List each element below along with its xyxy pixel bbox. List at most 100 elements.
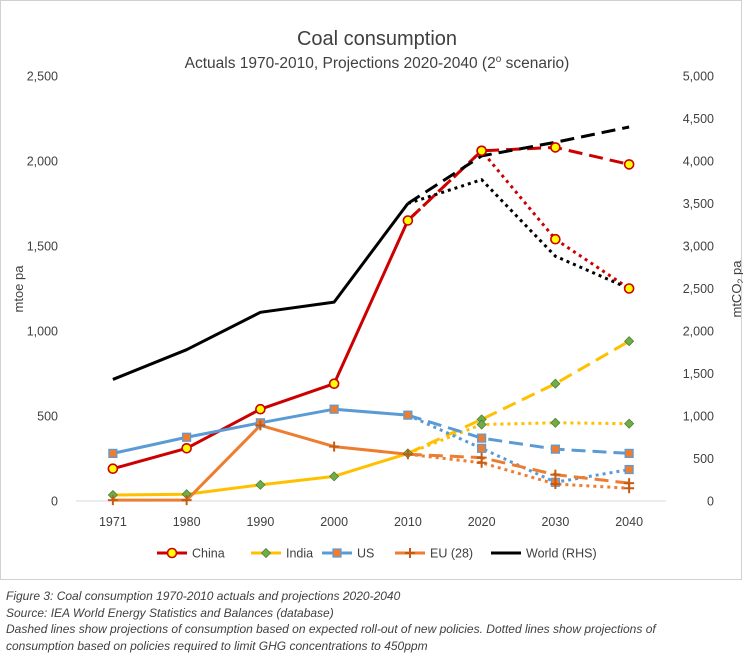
- series-world-rhs-actual-line: [112, 202, 410, 381]
- y-right-tick-label: 1,000: [683, 410, 714, 424]
- y-right-tick-label: 0: [707, 495, 714, 509]
- y-right-tick-label: 2,000: [683, 325, 714, 339]
- legend-label-eu-28: EU (28): [430, 547, 473, 561]
- series-china-dotted-point: [476, 145, 487, 157]
- series-us-dotted-point: [624, 464, 634, 475]
- series-eu-28-dashed-line: [407, 452, 630, 485]
- series-china-dotted-point: [623, 283, 635, 294]
- series-us-dashed-line: [407, 413, 630, 455]
- y-left-tick-label: 1,500: [27, 240, 58, 254]
- series-eu-28-point: [255, 420, 266, 431]
- chart-title: Coal consumption: [297, 28, 457, 50]
- y-right-tick-label: 4,500: [683, 112, 714, 126]
- chart-subtitle: Actuals 1970-2010, Projections 2020-2040…: [185, 54, 570, 72]
- x-tick-label: 2020: [468, 515, 496, 529]
- caption-line-note-1: Dashed lines show projections of consump…: [6, 622, 656, 636]
- series-india-dotted-point: [550, 417, 561, 428]
- series-us-actual-line: [112, 407, 408, 455]
- y-left-tick-label: 500: [37, 410, 58, 424]
- y-left-tick-label: 2,500: [27, 70, 58, 84]
- series-china-dashed-point: [550, 142, 561, 153]
- y-right-tick-label: 3,000: [683, 240, 714, 254]
- series-eu-28-point: [402, 449, 413, 460]
- y-right-tick-label: 1,500: [683, 367, 714, 381]
- y-left-tick-label: 2,000: [27, 155, 58, 169]
- legend-marker-china: [166, 547, 178, 559]
- series-china-dashed-point: [623, 159, 635, 170]
- chart-frame: Coal consumption Actuals 1970-2010, Proj…: [0, 0, 743, 580]
- series-india-dashed-line: [407, 339, 630, 455]
- series-us-point: [108, 448, 118, 458]
- series-eu-28-dashed-point: [550, 469, 561, 480]
- series-china-dashed-line: [406, 145, 630, 222]
- series-china-point: [255, 403, 266, 415]
- y-left-tick-label: 1,000: [27, 325, 58, 339]
- legend-label-india: India: [286, 547, 313, 561]
- series-us-dotted-point: [477, 443, 487, 453]
- series-us-point: [403, 410, 413, 420]
- y-axis-right-label-end: pa: [729, 260, 743, 279]
- series-india-dashed-point: [550, 378, 561, 389]
- y-axis-right-label-main: mtCO: [729, 284, 743, 318]
- series-china-actual-line: [112, 219, 410, 471]
- series-india-dotted-line: [407, 421, 630, 455]
- series-eu-28-dotted-point: [550, 479, 561, 489]
- series-india-dotted-point: [624, 418, 635, 429]
- series-india-point: [329, 471, 340, 482]
- y-right-tick-label: 5,000: [683, 70, 714, 84]
- x-tick-label: 1980: [173, 515, 201, 529]
- y-right-tick-label: 4,000: [683, 155, 714, 169]
- x-tick-label: 2000: [320, 515, 348, 529]
- series-china-point: [328, 378, 340, 390]
- y-right-tick-label: 2,500: [683, 282, 714, 296]
- series-layer: [112, 125, 630, 502]
- y-axis-left-label: mtoe pa: [11, 265, 26, 313]
- series-world-rhs-dashed-line: [407, 125, 630, 205]
- x-tick-label: 2030: [541, 515, 569, 529]
- series-eu-28-point: [107, 495, 118, 506]
- series-china-dotted-point: [550, 233, 561, 245]
- series-world-rhs-dotted-line: [407, 178, 630, 290]
- caption-line-figure: Figure 3: Coal consumption 1970-2010 act…: [6, 589, 401, 603]
- series-china-point: [107, 463, 119, 475]
- series-us-point: [329, 404, 339, 414]
- legend-marker-us: [332, 548, 342, 558]
- series-china-point: [181, 442, 192, 454]
- x-tick-label: 1990: [246, 515, 274, 529]
- series-us-dashed-point: [550, 444, 560, 454]
- series-india-dotted-point: [476, 419, 487, 430]
- series-us-dashed-point: [624, 448, 634, 458]
- legend-marker-eu-28: [405, 548, 415, 558]
- y-right-tick-label: 500: [693, 452, 714, 466]
- series-eu-28-point: [329, 441, 340, 452]
- y-axis-right-label-sub: 2: [736, 279, 743, 284]
- caption-line-source: Source: IEA World Energy Statistics and …: [6, 605, 334, 620]
- series-eu-28-dotted-line: [407, 452, 630, 490]
- x-tick-label: 2010: [394, 515, 422, 529]
- chart-legend: China India US EU (28) World (RHS): [157, 547, 597, 561]
- y-left-tick-label: 0: [51, 495, 58, 509]
- caption-line-note-2: consumption based on policies required t…: [6, 638, 428, 653]
- series-china-point: [402, 215, 414, 226]
- series-eu-28-dotted-point: [624, 483, 635, 494]
- series-india-point: [255, 479, 266, 490]
- marker-layer: [107, 142, 635, 506]
- series-india-dashed-point: [624, 336, 635, 347]
- chart-subtitle-end: scenario): [501, 55, 569, 72]
- x-tick-label: 1971: [99, 515, 127, 529]
- y-axis-right-label: mtCO2 pa: [729, 260, 743, 318]
- chart-subtitle-main: Actuals 1970-2010, Projections 2020-2040…: [185, 55, 496, 72]
- figure-caption: Figure 3: Coal consumption 1970-2010 act…: [6, 588, 751, 654]
- y-right-tick-label: 3,500: [683, 197, 714, 211]
- series-us-dashed-point: [477, 433, 487, 443]
- axes-layer: 0 500 1,000 1,500 2,000 2,500 0 500 1,000 1,500 2,…: [27, 70, 714, 530]
- legend-label-world-rhs: World (RHS): [526, 547, 597, 561]
- legend-marker-india: [260, 547, 272, 559]
- series-eu-28-point: [181, 495, 192, 506]
- legend-label-us: US: [357, 547, 374, 561]
- series-eu-28-dotted-point: [476, 457, 487, 468]
- chart-subtitle-sup: o: [496, 54, 502, 65]
- series-china-dotted-line: [406, 149, 630, 290]
- coal-consumption-chart: Coal consumption Actuals 1970-2010, Proj…: [11, 28, 743, 561]
- series-us-point: [182, 432, 192, 442]
